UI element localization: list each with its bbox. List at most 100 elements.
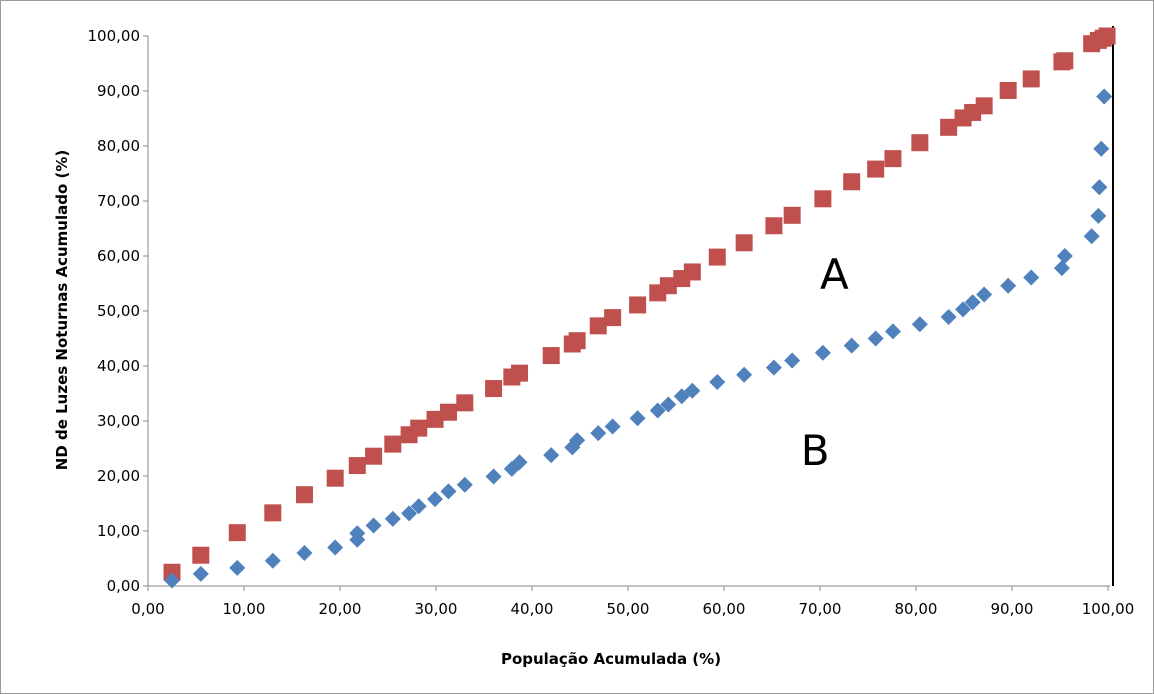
data-point-diamond bbox=[784, 352, 801, 369]
data-point-diamond bbox=[1093, 140, 1110, 157]
data-point-square bbox=[192, 546, 210, 564]
data-point-diamond bbox=[673, 388, 690, 405]
data-point-square bbox=[783, 206, 801, 224]
data-point-diamond bbox=[192, 565, 209, 582]
data-point-square bbox=[911, 134, 929, 152]
data-point-diamond bbox=[456, 476, 473, 493]
data-point-diamond bbox=[543, 447, 560, 464]
data-point-square bbox=[568, 332, 586, 350]
data-point-diamond bbox=[884, 323, 901, 340]
y-tick-label: 0,00 bbox=[107, 577, 140, 595]
y-tick-label: 30,00 bbox=[97, 412, 140, 430]
data-point-square bbox=[163, 563, 181, 581]
x-tick-label: 30,00 bbox=[415, 600, 458, 618]
data-point-diamond bbox=[229, 559, 246, 576]
data-point-square bbox=[589, 317, 607, 335]
data-point-square bbox=[940, 118, 958, 136]
data-point-diamond bbox=[604, 418, 621, 435]
data-point-diamond bbox=[1083, 228, 1100, 245]
data-point-diamond bbox=[709, 373, 726, 390]
y-tick-label: 70,00 bbox=[97, 192, 140, 210]
data-point-square bbox=[410, 419, 428, 437]
data-point-diamond bbox=[365, 517, 382, 534]
data-point-square bbox=[867, 160, 885, 178]
data-point-square bbox=[884, 150, 902, 168]
data-point-diamond bbox=[814, 344, 831, 361]
data-point-square bbox=[264, 504, 282, 522]
data-point-diamond bbox=[843, 337, 860, 354]
data-point-diamond bbox=[327, 539, 344, 556]
data-point-diamond bbox=[590, 425, 607, 442]
data-point-square bbox=[1056, 52, 1074, 70]
data-point-diamond bbox=[401, 505, 418, 522]
series-layer bbox=[163, 27, 1116, 589]
data-point-diamond bbox=[867, 330, 884, 347]
data-point-diamond bbox=[629, 410, 646, 427]
x-tick-label: 40,00 bbox=[511, 600, 554, 618]
data-point-square bbox=[659, 277, 677, 295]
data-point-square bbox=[326, 469, 344, 487]
data-point-diamond bbox=[1091, 179, 1108, 196]
series-2 bbox=[164, 88, 1113, 589]
x-axis-title: População Acumulada (%) bbox=[501, 650, 721, 668]
series-1 bbox=[163, 27, 1116, 581]
y-axis-title: ND de Luzes Noturnas Acumulado (%) bbox=[53, 150, 71, 470]
data-point-square bbox=[348, 457, 366, 475]
data-point-square bbox=[511, 364, 529, 382]
data-point-square bbox=[735, 234, 753, 252]
annotations: AB bbox=[801, 250, 849, 475]
data-point-diamond bbox=[440, 483, 457, 500]
data-point-square bbox=[1098, 27, 1116, 45]
data-point-diamond bbox=[765, 359, 782, 376]
x-tick-label: 80,00 bbox=[895, 600, 938, 618]
data-point-diamond bbox=[955, 301, 972, 318]
data-point-square bbox=[843, 173, 861, 191]
data-point-square bbox=[456, 394, 474, 412]
data-point-diamond bbox=[349, 525, 366, 542]
data-point-square bbox=[814, 190, 832, 208]
data-point-square bbox=[542, 347, 560, 365]
data-point-diamond bbox=[1053, 260, 1070, 277]
data-point-square bbox=[683, 263, 701, 281]
data-point-square bbox=[439, 403, 457, 421]
data-point-diamond bbox=[1090, 207, 1107, 224]
data-point-square bbox=[295, 486, 313, 504]
data-point-diamond bbox=[660, 396, 677, 413]
data-point-diamond bbox=[976, 286, 993, 303]
data-point-square bbox=[485, 380, 503, 398]
data-point-diamond bbox=[911, 316, 928, 333]
data-point-diamond bbox=[503, 460, 520, 477]
data-point-diamond bbox=[1056, 248, 1073, 264]
data-point-diamond bbox=[296, 545, 313, 561]
data-point-diamond bbox=[569, 432, 586, 449]
data-point-square bbox=[999, 81, 1017, 99]
data-point-diamond bbox=[1000, 277, 1017, 294]
data-point-square bbox=[365, 447, 383, 465]
x-tick-label: 50,00 bbox=[607, 600, 650, 618]
data-point-diamond bbox=[485, 468, 502, 485]
x-tick-label: 60,00 bbox=[703, 600, 746, 618]
data-point-square bbox=[975, 97, 993, 115]
data-point-diamond bbox=[1096, 88, 1113, 105]
y-tick-label: 50,00 bbox=[97, 302, 140, 320]
data-point-diamond bbox=[940, 309, 957, 326]
data-point-diamond bbox=[964, 294, 981, 311]
x-tick-label: 90,00 bbox=[991, 600, 1034, 618]
data-point-diamond bbox=[164, 572, 180, 589]
x-tick-label: 20,00 bbox=[319, 600, 362, 618]
y-tick-label: 40,00 bbox=[97, 357, 140, 375]
data-point-square bbox=[228, 524, 246, 542]
y-tick-label: 10,00 bbox=[97, 522, 140, 540]
y-tick-label: 80,00 bbox=[97, 137, 140, 155]
annotation-a: A bbox=[820, 250, 849, 299]
data-point-diamond bbox=[410, 498, 427, 515]
x-axis bbox=[148, 26, 1114, 587]
data-point-diamond bbox=[384, 510, 401, 527]
data-point-diamond bbox=[264, 552, 281, 569]
y-tick-label: 90,00 bbox=[97, 82, 140, 100]
data-point-square bbox=[384, 435, 402, 453]
data-point-diamond bbox=[684, 382, 701, 399]
y-tick-label: 20,00 bbox=[97, 467, 140, 485]
data-point-square bbox=[604, 309, 622, 327]
